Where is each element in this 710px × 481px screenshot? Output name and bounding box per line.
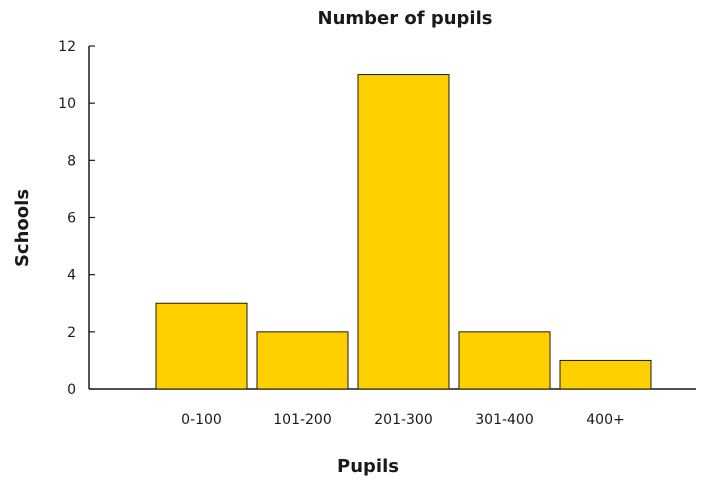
y-tick-label: 8 <box>67 153 76 169</box>
x-axis-label: Pupils <box>337 456 399 477</box>
y-tick-label: 12 <box>58 39 76 55</box>
chart-title: Number of pupils <box>318 8 493 29</box>
x-tick-label: 0-100 <box>181 412 222 428</box>
x-tick-label: 101-200 <box>273 412 332 428</box>
bar-400+ <box>559 359 652 390</box>
y-axis-label: Schools <box>12 189 33 267</box>
x-tick-label: 400+ <box>586 412 624 428</box>
x-tick-label: 301-400 <box>475 412 534 428</box>
bars <box>155 74 652 390</box>
x-tick-label: 201-300 <box>374 412 433 428</box>
y-tick-label: 0 <box>67 382 76 398</box>
x-tick-labels: 0-100 101-200 201-300 301-400 400+ <box>181 412 625 428</box>
y-axis: 0 2 4 6 8 10 12 <box>58 39 95 398</box>
bar-101-200 <box>256 331 349 390</box>
bar-0-100 <box>155 302 248 390</box>
y-tick-label: 4 <box>67 268 76 284</box>
y-tick-label: 10 <box>58 96 76 112</box>
bar-301-400 <box>458 331 551 390</box>
y-tick-label: 6 <box>67 211 76 227</box>
bar-201-300 <box>357 74 450 390</box>
y-tick-label: 2 <box>67 325 76 341</box>
